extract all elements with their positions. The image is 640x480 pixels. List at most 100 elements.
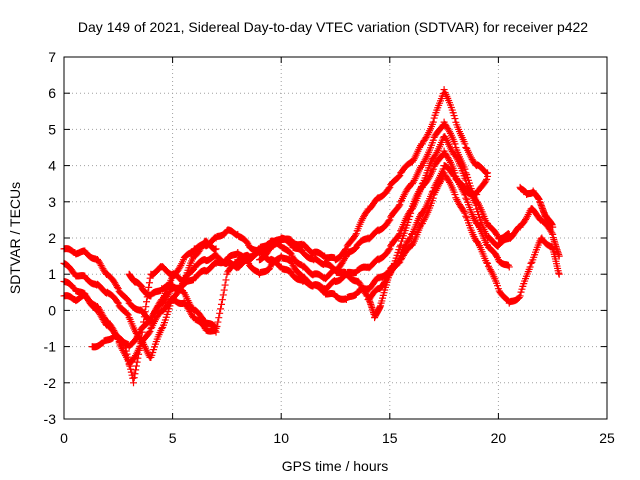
y-tick-label: 3: [48, 194, 56, 210]
data-point: [555, 252, 563, 260]
data-point: [122, 347, 130, 355]
data-point: [131, 370, 139, 378]
data-point: [132, 362, 140, 370]
data-point: [113, 283, 121, 291]
data-point: [451, 115, 459, 123]
data-point: [548, 229, 556, 237]
x-tick-labels: 0 5 10 15 20 25: [60, 430, 615, 446]
data-point: [221, 281, 229, 289]
data-point: [215, 314, 223, 322]
data-point: [140, 313, 148, 321]
data-point: [446, 128, 454, 136]
data-point: [351, 231, 359, 239]
data-point: [417, 184, 425, 192]
data-point: [218, 296, 226, 304]
data-point: [132, 366, 140, 374]
data-point: [406, 212, 414, 220]
y-axis-label: SDTVAR / TECUs: [7, 182, 23, 294]
data-point: [352, 230, 360, 238]
x-tick-label: 0: [60, 430, 68, 446]
x-axis-label: GPS time / hours: [282, 458, 389, 474]
data-point: [130, 374, 138, 382]
y-tick-label: -3: [44, 411, 57, 427]
plot-frame: [63, 56, 608, 420]
data-point: [493, 252, 501, 260]
data-point: [516, 292, 524, 300]
data-point: [142, 303, 150, 311]
x-tick-label: 20: [491, 430, 507, 446]
data-point: [212, 245, 220, 253]
data-point: [549, 223, 557, 231]
data-point: [493, 230, 501, 238]
data-point: [396, 201, 404, 209]
data-point: [429, 187, 437, 195]
data-point: [127, 365, 135, 373]
data-point: [123, 295, 131, 303]
y-tick-label: 2: [48, 230, 56, 246]
data-point: [141, 308, 149, 316]
data-point: [145, 329, 153, 337]
data-point: [407, 209, 415, 217]
y-tick-label: 0: [48, 302, 56, 318]
x-tick-label: 10: [273, 430, 289, 446]
data-point: [396, 243, 404, 251]
data-point: [140, 318, 148, 326]
data-point: [385, 184, 393, 192]
series-track-5: [88, 133, 563, 387]
data-point: [217, 305, 225, 313]
data-point: [451, 191, 459, 199]
data-point: [127, 368, 135, 376]
data-point: [452, 152, 460, 160]
y-tick-label: -1: [44, 339, 57, 355]
data-point: [504, 261, 512, 269]
data-point: [526, 263, 534, 271]
data-point: [123, 310, 131, 318]
data-point: [385, 217, 393, 225]
data-point: [179, 277, 187, 285]
data-point: [515, 294, 523, 302]
data-point: [219, 291, 227, 299]
data-point: [450, 112, 458, 120]
data-point: [211, 246, 219, 254]
y-tick-labels: -3 -2 -1 0 1 2 3 4 5 6 7: [44, 49, 57, 427]
y-tick-label: 4: [48, 158, 56, 174]
data-point: [122, 344, 130, 352]
data-point: [555, 270, 563, 278]
data-points: [60, 86, 563, 387]
data-point: [222, 276, 230, 284]
data-point: [123, 350, 131, 358]
data-point: [143, 298, 151, 306]
y-tick-label: 1: [48, 266, 56, 282]
data-point: [426, 173, 434, 181]
data-point: [462, 176, 470, 184]
y-tick-label: 6: [48, 85, 56, 101]
data-point: [487, 267, 495, 275]
data-point: [126, 362, 134, 370]
x-tick-label: 15: [382, 430, 398, 446]
data-point: [429, 118, 437, 126]
data-point: [517, 288, 525, 296]
y-tick-label: -2: [44, 375, 57, 391]
data-point: [136, 342, 144, 350]
data-point: [472, 201, 480, 209]
y-tick-label: 5: [48, 121, 56, 137]
data-point: [493, 282, 501, 290]
grid: [63, 56, 608, 420]
data-point: [135, 330, 143, 338]
data-point: [134, 354, 142, 362]
data-point: [146, 274, 154, 282]
data-point: [482, 177, 490, 185]
data-point: [137, 338, 145, 346]
data-point: [135, 346, 143, 354]
data-point: [220, 286, 228, 294]
data-point: [505, 263, 513, 271]
data-point: [124, 353, 132, 361]
data-point: [130, 379, 138, 387]
data-point: [462, 194, 470, 202]
data-point: [139, 323, 147, 331]
data-point: [395, 173, 403, 181]
data-point: [125, 359, 133, 367]
data-point: [211, 323, 219, 331]
data-point: [145, 283, 153, 291]
